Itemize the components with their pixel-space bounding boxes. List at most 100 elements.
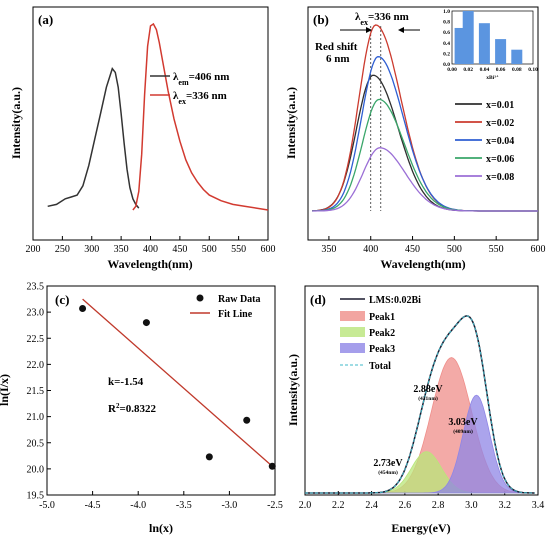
x-tick-label: -2.5: [267, 500, 283, 511]
x-tick-label: 400: [363, 244, 378, 255]
x-tick-label: 2.4: [365, 500, 378, 511]
legend-label-ex: λex=336 nm: [173, 90, 227, 106]
panel-a: (a) 200 250 300 350 400 450 500 550 600 λem=406 …: [9, 6, 276, 271]
x-tick-label: 350: [114, 244, 129, 255]
inset-y-tick-label: 0.0: [443, 62, 450, 68]
x-tick-label: 2.2: [332, 500, 345, 511]
y-tick-label: 20.5: [27, 438, 45, 449]
slope-annotation: k=-1.54: [108, 376, 144, 388]
panel-b-legend: x=0.01 x=0.02 x=0.04 x=0.06 x=0.08: [455, 100, 514, 183]
x-tick-label: -5.0: [39, 500, 55, 511]
legend-swatch: [340, 327, 365, 337]
x-tick-label: 600: [531, 244, 546, 255]
panel-a-series: [47, 22, 269, 211]
inset-bar: [511, 49, 523, 64]
y-tick-label: 23.5: [27, 282, 45, 293]
inset-bar: [478, 23, 490, 64]
x-tick-label: -4.0: [130, 500, 146, 511]
legend-label: Peak3: [369, 344, 395, 355]
inset-bar: [454, 27, 466, 64]
inset-x-tick-label: 0.10: [528, 67, 538, 73]
legend-label-em: λem=406 nm: [173, 71, 229, 87]
x-tick-label: 3.4: [532, 500, 545, 511]
panel-c-ylabel: ln(I/x): [0, 374, 11, 406]
legend-label: Peak1: [369, 312, 395, 323]
x-tick-label: 400: [143, 244, 158, 255]
inset-y-tick-label: 0.4: [443, 41, 450, 47]
fit-line: [82, 298, 273, 467]
raw-data-point: [243, 416, 251, 424]
raw-data-point: [205, 453, 213, 461]
legend-label: x=0.06: [486, 154, 514, 165]
total-fit-line: [305, 315, 535, 494]
legend-label: Peak2: [369, 328, 395, 339]
peak-wavelength-label: (454nm): [378, 469, 398, 476]
x-tick-label: 550: [231, 244, 246, 255]
legend-label-fit: Fit Line: [218, 309, 253, 320]
panel-d-x-ticks: 2.0 2.2 2.4 2.6 2.8 3.0 3.2 3.4: [299, 491, 545, 511]
legend-label: x=0.02: [486, 118, 514, 129]
legend-swatch: [340, 311, 365, 321]
raw-data-point: [142, 319, 150, 327]
panel-a-label: (a): [38, 12, 53, 27]
x-tick-label: -3.0: [221, 500, 237, 511]
panel-b-inset: 0.00 0.02 0.04 0.06 0.08 0.10 0.0 0.2 0.4 0.6 0.8 1…: [443, 9, 538, 81]
panel-c: (c) -5.0 -4.5 -4.0 -3.5 -3.0 -2.5 19.5 20.0 20.5…: [0, 282, 283, 536]
legend-label-raw: Raw Data: [218, 294, 261, 305]
x-tick-label: 300: [84, 244, 99, 255]
inset-x-tick-label: 0.02: [463, 67, 473, 73]
panel-d-label: (d): [310, 292, 326, 307]
panel-c-series: [79, 298, 276, 470]
x-tick-label: 2.8: [432, 500, 445, 511]
red-shift-label: Red shift: [315, 41, 358, 53]
panel-b-x-ticks: 350 400 450 500 550 600: [321, 236, 546, 255]
y-tick-label: 21.0: [27, 412, 45, 423]
x-tick-label: 250: [55, 244, 70, 255]
x-tick-label: 450: [405, 244, 420, 255]
panel-d: (d) 2.0 2.2 2.4 2.6 2.8 3.0 3.2 3.4 LMS:0.02Bi P…: [286, 285, 545, 535]
legend-label: x=0.04: [486, 136, 514, 147]
panel-d-ylabel: Intensity(a.u.): [286, 354, 300, 426]
x-tick-label: 2.6: [399, 500, 412, 511]
legend-label: x=0.01: [486, 100, 514, 111]
peak-energy-label: 3.03eV: [448, 417, 478, 428]
legend-swatch: [340, 343, 365, 353]
panel-c-legend: Raw Data Fit Line: [190, 294, 261, 320]
inset-xlabel: xBi³⁺: [486, 75, 499, 81]
raw-data-point: [268, 462, 276, 470]
inset-y-tick-label: 0.2: [443, 51, 450, 57]
legend-marker-raw: [196, 294, 204, 302]
inset-x-tick-label: 0.06: [496, 67, 506, 73]
peak-wavelength-label: (431nm): [418, 395, 438, 402]
panel-a-xlabel: Wavelength(nm): [107, 257, 192, 271]
series-line-x=0.08: [312, 147, 538, 212]
panel-c-ticks: -5.0 -4.5 -4.0 -3.5 -3.0 -2.5 19.5 20.0 20.5 21.0…: [27, 282, 283, 512]
y-tick-label: 23.0: [27, 308, 45, 319]
panel-c-xlabel: ln(x): [149, 521, 173, 535]
legend-label-total: Total: [369, 361, 391, 372]
panel-a-x-ticks: 200 250 300 350 400 450 500 550 600: [26, 236, 276, 255]
inset-bar: [495, 39, 507, 64]
inset-bar: [462, 11, 474, 64]
series-line-ex: [132, 22, 269, 211]
panel-b-xlabel: Wavelength(nm): [380, 257, 465, 271]
panel-d-peak-labels: 2.88eV(431nm) 2.73eV(454nm) 3.03eV(409nm): [373, 384, 478, 476]
x-tick-label: 600: [261, 244, 276, 255]
y-tick-label: 20.0: [27, 464, 45, 475]
x-tick-label: 200: [26, 244, 41, 255]
inset-y-tick-label: 0.6: [443, 30, 450, 36]
panel-c-label: (c): [55, 292, 69, 307]
raw-data-point: [79, 304, 87, 312]
x-tick-label: 450: [172, 244, 187, 255]
x-tick-label: 2.0: [299, 500, 312, 511]
panel-d-legend: LMS:0.02Bi Peak1 Peak2 Peak3 Total: [340, 295, 421, 372]
panel-a-legend: λem=406 nm λex=336 nm: [150, 71, 229, 106]
legend-label: x=0.08: [486, 172, 514, 183]
panel-b-series: [312, 24, 538, 212]
peak-energy-label: 2.73eV: [373, 458, 403, 469]
panel-b-ylabel: Intensity(a.u.): [284, 87, 298, 159]
series-line-em: [47, 67, 140, 209]
panel-b-label: (b): [313, 12, 329, 27]
y-tick-label: 22.5: [27, 334, 45, 345]
